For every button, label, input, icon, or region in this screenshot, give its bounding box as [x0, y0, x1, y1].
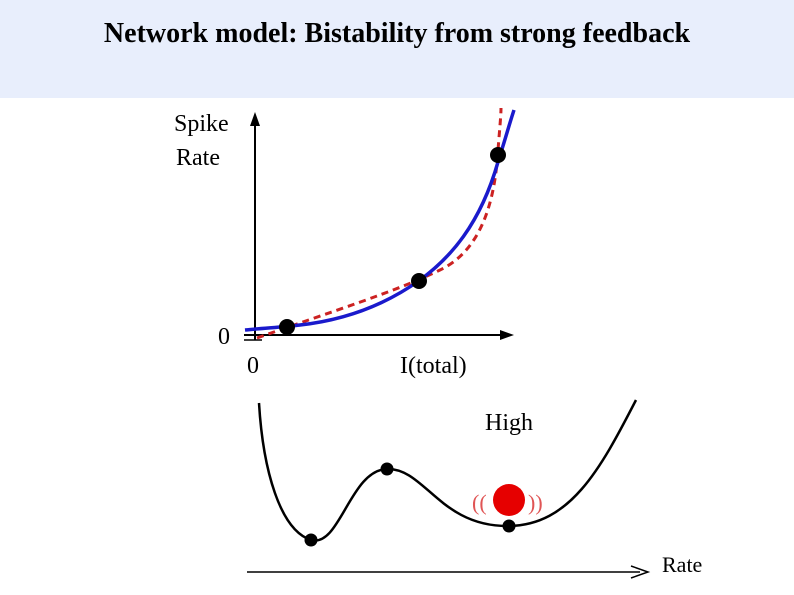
vibration-marks-left: (( — [472, 490, 487, 515]
rate-plot-y-label-line2: Rate — [176, 145, 220, 171]
slide-title: Network model: Bistability from strong f… — [103, 18, 691, 49]
high-label: High — [485, 410, 533, 436]
energy-plot: (( )) High Rate — [247, 399, 702, 579]
fixed-point-middle — [411, 273, 427, 289]
gain-curve — [244, 109, 516, 332]
landscape-barrier-peak — [380, 462, 394, 476]
landscape-low-minimum — [304, 533, 318, 547]
rate-plot-y-arrowhead — [250, 112, 260, 126]
fixed-point-low — [279, 319, 295, 335]
vibration-marks-right: )) — [528, 490, 543, 515]
energy-plot-x-arrowhead — [630, 565, 651, 579]
energy-plot-x-label: Rate — [662, 552, 702, 577]
rate-plot-y-zero-label: 0 — [218, 324, 230, 350]
energy-landscape-curve — [257, 399, 638, 542]
fixed-point-high — [490, 147, 506, 163]
title-band — [0, 0, 794, 98]
rate-plot: Spike Rate 0 0 I(total) — [174, 107, 516, 379]
feedback-line — [256, 107, 503, 340]
rate-plot-x-zero-label: 0 — [247, 353, 259, 379]
rate-plot-x-arrowhead — [500, 330, 514, 340]
rate-plot-x-label: I(total) — [400, 353, 467, 379]
rate-plot-y-label-line1: Spike — [174, 111, 229, 137]
landscape-high-minimum — [502, 519, 516, 533]
state-ball — [493, 484, 525, 516]
